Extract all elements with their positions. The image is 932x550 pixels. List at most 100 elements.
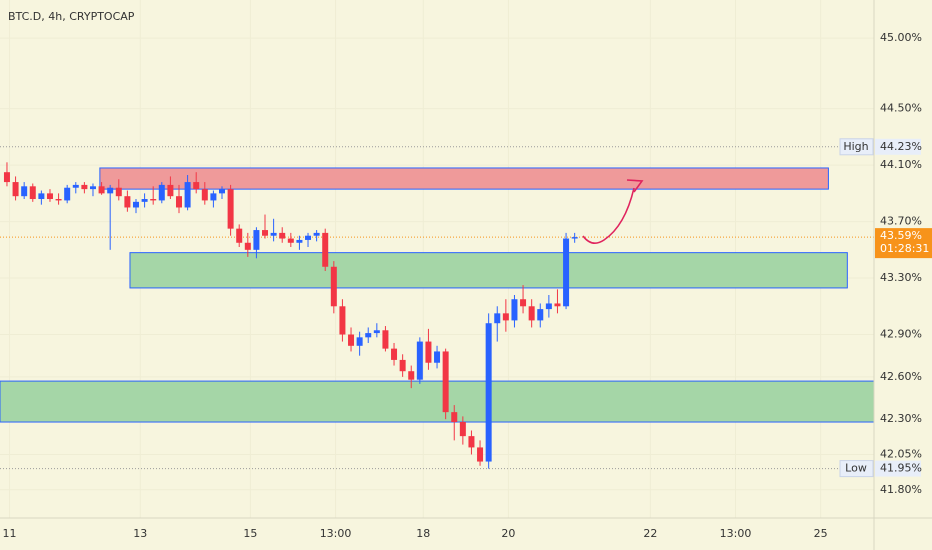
- candle-body: [322, 232, 329, 267]
- candle-body: [55, 199, 62, 201]
- candle-body: [502, 313, 509, 321]
- candle-body: [356, 337, 363, 346]
- candle-body: [373, 330, 380, 334]
- last-price-value: 43.59%: [880, 229, 922, 242]
- candle-body: [528, 306, 535, 321]
- candle-body: [554, 303, 561, 307]
- candle-body: [442, 351, 449, 413]
- candle-body: [98, 186, 105, 194]
- candle-body: [279, 232, 286, 239]
- candle-body: [236, 228, 243, 243]
- candle-body: [38, 193, 45, 200]
- x-tick-label: 25: [814, 527, 828, 540]
- arrow-curve: [582, 187, 635, 244]
- candle-body: [184, 182, 191, 208]
- candle-body: [201, 189, 208, 201]
- x-tick-label: 22: [643, 527, 657, 540]
- candle-body: [262, 230, 269, 236]
- x-tick-label: 20: [501, 527, 515, 540]
- candles: [3, 162, 578, 469]
- candle-body: [434, 351, 441, 363]
- x-tick-label: 11: [3, 527, 17, 540]
- candle-body: [537, 309, 544, 321]
- candle-body: [408, 371, 415, 380]
- x-tick-label: 13: [133, 527, 147, 540]
- y-tick-label: 42.30%: [880, 412, 922, 425]
- candle-body: [12, 182, 19, 197]
- candle-body: [296, 239, 303, 243]
- candle-body: [382, 330, 389, 349]
- candle-body: [21, 186, 28, 197]
- candle-body: [72, 184, 79, 188]
- candle-body: [563, 238, 570, 307]
- candle-body: [270, 232, 277, 236]
- y-tick-label: 42.60%: [880, 370, 922, 383]
- y-tick-label: 45.00%: [880, 31, 922, 44]
- candle-body: [29, 186, 36, 200]
- candle-body: [425, 341, 432, 363]
- low-marker-tag: [839, 460, 874, 478]
- candle-body: [313, 232, 320, 236]
- x-tick-label: 13:00: [720, 527, 752, 540]
- x-tick-label: 13:00: [320, 527, 352, 540]
- zones: [0, 167, 875, 423]
- candle-body: [81, 184, 88, 190]
- candle-body: [244, 242, 251, 250]
- last-price-countdown: 01:28:31: [880, 242, 929, 255]
- candle-body: [219, 189, 226, 194]
- candle-body: [416, 341, 423, 380]
- candle-body: [158, 184, 165, 201]
- candle-body: [227, 189, 234, 229]
- high-marker-value: 44.23%: [880, 140, 922, 153]
- candle-body: [150, 199, 157, 201]
- candle-body: [451, 412, 458, 423]
- candle-body: [399, 359, 406, 372]
- high-marker-text: High: [843, 140, 868, 153]
- candle-body: [348, 334, 355, 346]
- candle-body: [477, 447, 484, 462]
- candle-body: [175, 196, 182, 208]
- y-tick-label: 43.70%: [880, 215, 922, 228]
- y-tick-label: 43.30%: [880, 271, 922, 284]
- candle-body: [305, 235, 312, 240]
- candle-body: [46, 193, 53, 200]
- candle-body: [141, 199, 148, 202]
- zone: [99, 167, 829, 190]
- candle-body: [89, 186, 96, 190]
- candle-body: [511, 299, 518, 321]
- candle-body: [468, 436, 475, 448]
- candle-body: [339, 306, 346, 335]
- zone: [0, 380, 875, 423]
- axes: 45.00% 44.50% 44.10% 43.70% 43.30% 42.90% 42.6…: [3, 31, 932, 540]
- y-tick-label: 42.05%: [880, 447, 922, 460]
- candle-body: [545, 303, 552, 310]
- candle-body: [132, 201, 139, 208]
- last-price-tag: [875, 228, 932, 259]
- y-tick-label: 42.90%: [880, 328, 922, 341]
- zone: [129, 252, 848, 289]
- candle-body: [193, 182, 200, 190]
- y-tick-label: 41.80%: [880, 483, 922, 496]
- candle-body: [571, 237, 578, 239]
- candle-body: [64, 187, 71, 201]
- low-marker-text: Low: [845, 462, 867, 475]
- y-tick-label: 44.10%: [880, 158, 922, 171]
- low-marker-value: 41.95%: [880, 462, 922, 475]
- candle-body: [167, 184, 174, 197]
- candle-body: [365, 333, 372, 338]
- candle-body: [391, 348, 398, 360]
- candle-body: [253, 230, 260, 250]
- candle-body: [3, 172, 10, 183]
- candle-body: [210, 193, 217, 201]
- candle-body: [107, 187, 114, 194]
- candle-body: [287, 238, 294, 243]
- x-tick-label: 18: [416, 527, 430, 540]
- high-marker-tag: [839, 138, 874, 156]
- candle-body: [494, 313, 501, 324]
- arrow-head: [626, 179, 644, 193]
- x-tick-label: 15: [243, 527, 257, 540]
- candle-body: [124, 196, 131, 208]
- candle-body: [520, 299, 527, 307]
- candle-body: [485, 323, 492, 462]
